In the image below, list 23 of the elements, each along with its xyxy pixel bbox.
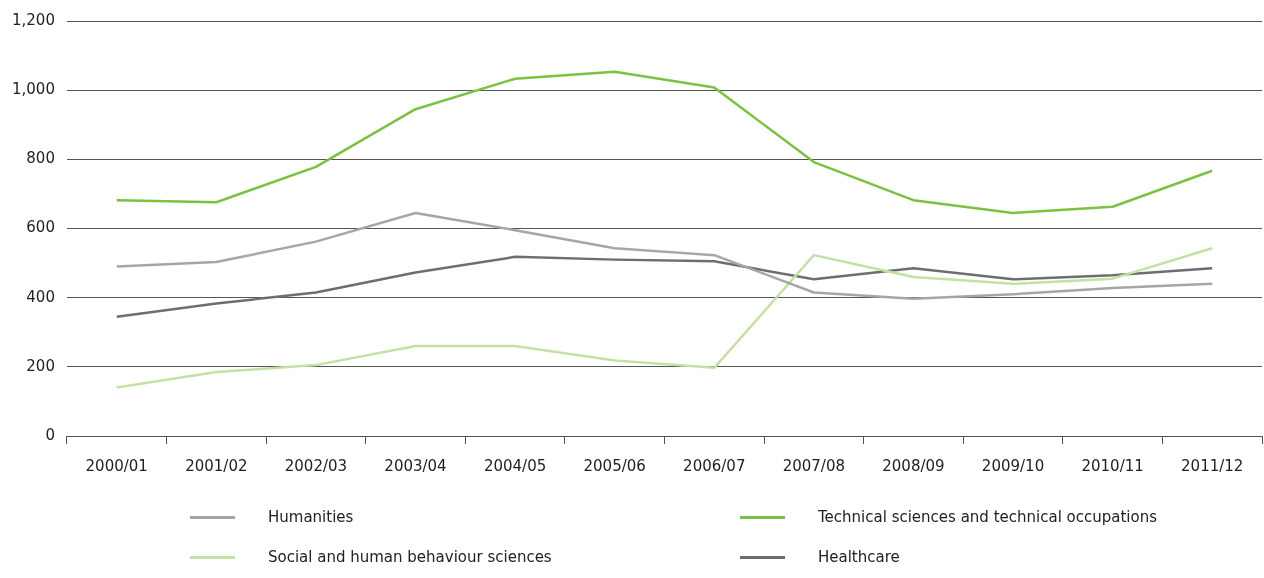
x-tick-label: 2008/09 xyxy=(882,456,945,475)
x-tick-label: 2011/12 xyxy=(1181,456,1244,475)
legend-label: Social and human behaviour sciences xyxy=(268,548,552,566)
x-tick-label: 2004/05 xyxy=(483,456,547,475)
x-tick-label: 2006/07 xyxy=(683,456,746,475)
y-tick-label: 200 xyxy=(26,356,55,375)
legend-label: Healthcare xyxy=(818,548,900,566)
y-tick-label: 400 xyxy=(26,287,55,306)
legend-label: Technical sciences and technical occupations xyxy=(818,508,1158,526)
x-tick-label: 2005/06 xyxy=(583,456,646,475)
x-tick-label: 2003/04 xyxy=(384,456,447,475)
y-tick-label: 0 xyxy=(45,425,55,444)
x-tick-label: 2000/01 xyxy=(85,456,148,475)
y-tick-label: 1,000 xyxy=(11,80,55,99)
y-tick-label: 1,200 xyxy=(11,10,55,29)
x-tick-label: 2001/02 xyxy=(185,456,248,475)
x-tick-label: 2010/11 xyxy=(1081,456,1144,475)
x-tick-label: 2007/08 xyxy=(782,456,846,475)
legend-label: Humanities xyxy=(268,508,354,526)
y-tick-label: 800 xyxy=(26,149,55,168)
x-tick-label: 2009/10 xyxy=(981,456,1045,475)
x-tick-label: 2002/03 xyxy=(284,456,348,475)
y-tick-label: 600 xyxy=(26,218,55,237)
